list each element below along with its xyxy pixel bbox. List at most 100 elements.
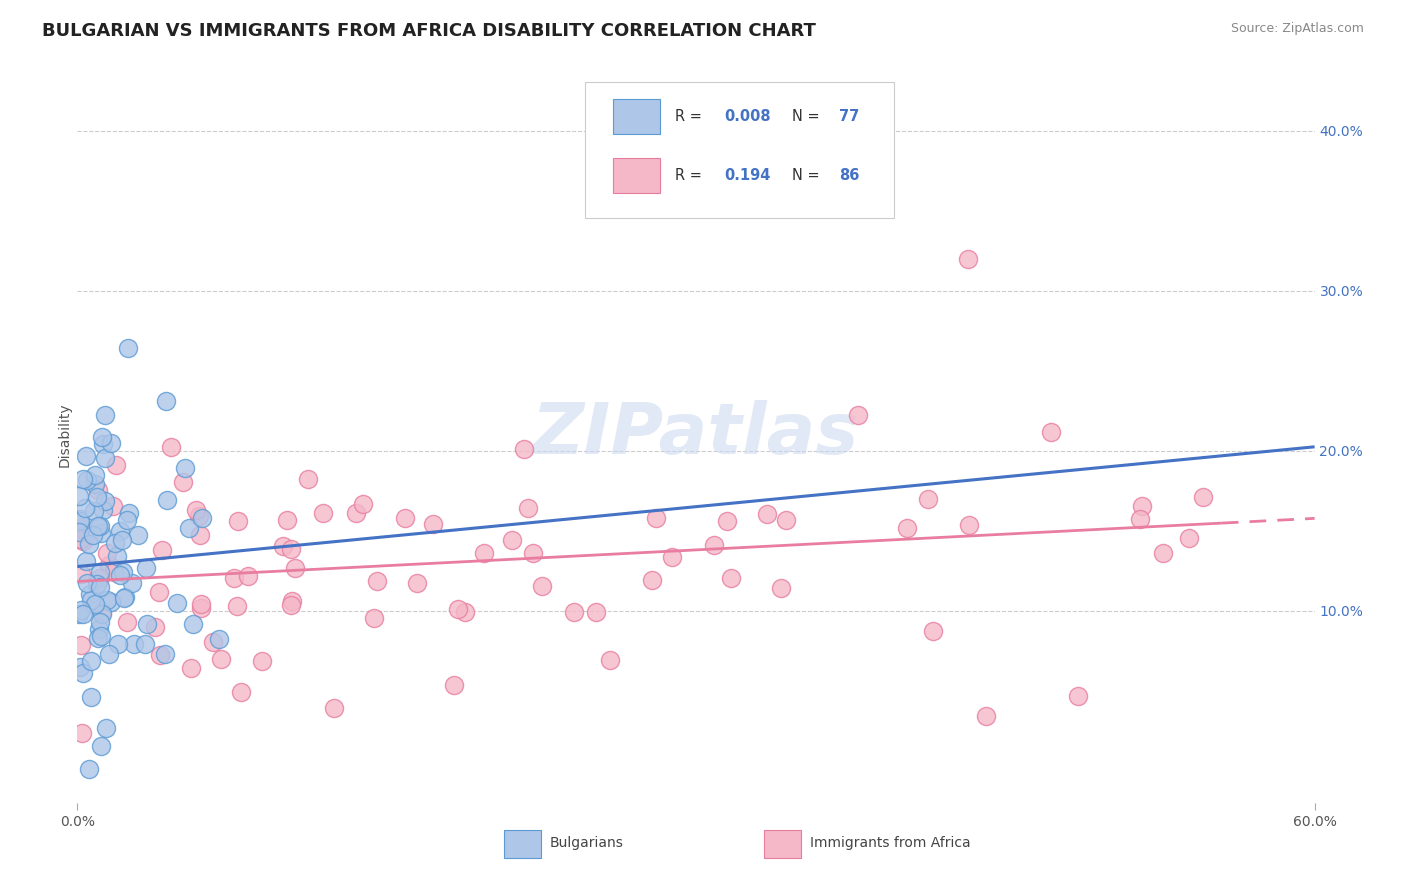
Point: [661, 549, 683, 564]
Point: [181, 617, 204, 632]
Point: [177, 521, 200, 535]
Bar: [505, 830, 541, 858]
Point: [72, 726, 94, 740]
Point: [775, 512, 797, 526]
Point: [100, 595, 122, 609]
Point: [1192, 490, 1215, 504]
Text: 86: 86: [839, 169, 860, 184]
Point: [250, 654, 273, 668]
Point: [846, 409, 869, 423]
Point: [174, 461, 197, 475]
Point: [190, 528, 212, 542]
Point: [76, 576, 98, 591]
Point: [127, 528, 149, 542]
Point: [86, 490, 108, 504]
Point: [108, 567, 131, 582]
Point: [115, 615, 138, 629]
Point: [86, 576, 108, 591]
Point: [87, 632, 110, 646]
Point: [69, 512, 91, 526]
Point: [70, 603, 93, 617]
Text: ZIPatlas: ZIPatlas: [533, 401, 859, 469]
Point: [186, 503, 208, 517]
Y-axis label: Disability: Disability: [58, 402, 72, 467]
Point: [75, 554, 97, 568]
Point: [80, 690, 103, 705]
Point: [72, 533, 94, 548]
Point: [72, 666, 94, 681]
Point: [118, 506, 141, 520]
Point: [70, 521, 93, 535]
Text: N =: N =: [793, 169, 825, 184]
Point: [89, 615, 111, 630]
Point: [645, 510, 668, 524]
Point: [101, 499, 124, 513]
Point: [443, 678, 465, 692]
Point: [91, 503, 114, 517]
Point: [94, 493, 117, 508]
Point: [501, 533, 523, 547]
Point: [89, 519, 111, 533]
Point: [155, 647, 177, 661]
Text: 77: 77: [839, 109, 859, 124]
Point: [91, 437, 114, 451]
Point: [96, 593, 118, 607]
Text: N =: N =: [793, 109, 825, 124]
Point: [769, 581, 792, 595]
Text: R =: R =: [675, 109, 706, 124]
Point: [143, 620, 166, 634]
Point: [231, 685, 253, 699]
Text: 0.194: 0.194: [724, 169, 770, 184]
Point: [422, 516, 444, 531]
Point: [121, 575, 143, 590]
Bar: [613, 99, 659, 134]
Point: [94, 408, 117, 422]
Point: [703, 538, 725, 552]
Point: [79, 587, 101, 601]
Point: [447, 601, 470, 615]
Point: [363, 611, 385, 625]
Bar: [763, 830, 801, 858]
Point: [69, 659, 91, 673]
Point: [190, 511, 212, 525]
Point: [70, 638, 93, 652]
Point: [226, 599, 249, 613]
Point: [70, 566, 93, 581]
Point: [89, 581, 111, 595]
Point: [917, 491, 939, 506]
Point: [1040, 425, 1063, 439]
Point: [148, 585, 170, 599]
Point: [114, 591, 136, 606]
Point: [641, 573, 664, 587]
Point: [69, 514, 91, 528]
Point: [187, 509, 209, 524]
Point: [73, 500, 96, 515]
Point: [90, 605, 112, 619]
Point: [208, 632, 231, 646]
Point: [149, 648, 172, 662]
Point: [201, 634, 224, 648]
Text: BULGARIAN VS IMMIGRANTS FROM AFRICA DISABILITY CORRELATION CHART: BULGARIAN VS IMMIGRANTS FROM AFRICA DISA…: [42, 22, 815, 40]
Point: [281, 593, 304, 607]
Bar: [613, 158, 659, 194]
Point: [75, 449, 97, 463]
Point: [585, 605, 607, 619]
Point: [76, 473, 98, 487]
Point: [394, 511, 416, 525]
Text: Bulgarians: Bulgarians: [550, 837, 624, 850]
Point: [957, 252, 980, 266]
Point: [150, 543, 173, 558]
Point: [103, 565, 125, 579]
Point: [97, 647, 120, 661]
Point: [284, 561, 307, 575]
Point: [1129, 512, 1152, 526]
Point: [72, 472, 94, 486]
Point: [90, 739, 112, 754]
Point: [117, 342, 139, 356]
Point: [454, 605, 477, 619]
Point: [155, 493, 177, 508]
Point: [90, 526, 112, 541]
Point: [716, 514, 738, 528]
Point: [83, 597, 105, 611]
FancyBboxPatch shape: [585, 81, 894, 218]
